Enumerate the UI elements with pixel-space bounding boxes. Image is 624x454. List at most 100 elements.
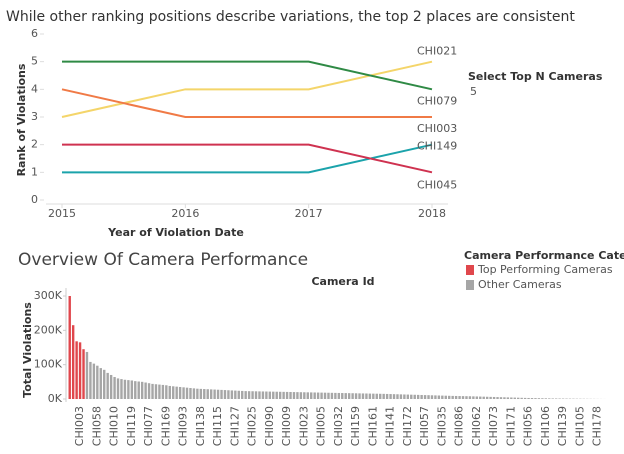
- bar: [147, 383, 151, 399]
- series-label: CHI149: [417, 140, 457, 153]
- bar: [254, 391, 258, 399]
- x-tick-label: CHI086: [453, 406, 466, 446]
- bar: [292, 392, 296, 399]
- y-tick-label: 0K: [48, 392, 63, 405]
- filter-value[interactable]: 5: [470, 85, 477, 98]
- bar: [475, 396, 479, 399]
- bar: [120, 379, 123, 399]
- y-tick-label: 200K: [34, 323, 63, 336]
- bar: [399, 394, 403, 399]
- bar: [130, 380, 134, 399]
- bar: [175, 386, 178, 399]
- bar: [510, 397, 513, 399]
- bar: [472, 396, 475, 399]
- bar: [161, 384, 165, 399]
- bar: [134, 381, 137, 399]
- x-tick-label: CHI127: [228, 406, 241, 446]
- bar: [289, 391, 292, 399]
- x-tick-label: CHI139: [556, 406, 569, 446]
- bar: [306, 392, 309, 399]
- bar: [358, 393, 361, 399]
- bar: [337, 392, 341, 399]
- bar: [465, 396, 468, 399]
- bar: [506, 397, 510, 399]
- bar: [365, 393, 368, 399]
- bar: [527, 397, 530, 399]
- bar: [327, 392, 330, 399]
- legend-title: Camera Performance Category: [464, 249, 624, 262]
- x-tick-label: 2015: [48, 207, 76, 220]
- bar: [541, 398, 544, 399]
- bar: [203, 389, 206, 399]
- x-tick-label: CHI003: [73, 406, 86, 446]
- legend-label: Other Cameras: [478, 278, 562, 291]
- x-tick-label: CHI171: [504, 406, 517, 446]
- line-series: [61, 60, 433, 118]
- x-tick-label: CHI056: [522, 406, 535, 446]
- bar: [165, 385, 168, 399]
- bar: [216, 389, 220, 399]
- bar: [296, 392, 299, 399]
- bar: [316, 392, 320, 399]
- bar: [75, 341, 78, 399]
- bar: [523, 397, 527, 399]
- bar: [544, 398, 548, 399]
- bar: [454, 395, 458, 399]
- bar: [244, 391, 247, 399]
- bar: [341, 393, 344, 399]
- bar: [113, 377, 116, 399]
- bar: [282, 391, 285, 399]
- x-tick-label: CHI057: [418, 406, 431, 446]
- bar: [375, 393, 378, 399]
- bar: [323, 392, 327, 399]
- x-tick-label: CHI005: [315, 406, 328, 446]
- bar: [158, 384, 161, 399]
- bar: [265, 391, 268, 399]
- bar: [116, 378, 120, 399]
- bar: [313, 392, 316, 399]
- y-tick-label: 5: [31, 55, 38, 68]
- x-tick-label: CHI062: [470, 406, 483, 446]
- bar: [479, 396, 482, 399]
- bar: [199, 388, 203, 399]
- y-axis-title: Total Violations: [21, 302, 34, 398]
- bar: [389, 394, 392, 399]
- x-tick-label: CHI141: [384, 406, 397, 446]
- bar: [261, 391, 265, 399]
- bar: [241, 390, 244, 399]
- bar: [137, 381, 140, 399]
- bar: [344, 393, 347, 399]
- bar: [237, 390, 240, 399]
- bar: [223, 390, 227, 399]
- series-label: CHI021: [417, 45, 457, 58]
- bar: [278, 391, 282, 399]
- bar: [434, 395, 437, 399]
- bar: [189, 388, 192, 399]
- bar: [410, 394, 413, 399]
- bar: [451, 395, 454, 399]
- bar: [441, 395, 444, 399]
- bar: [444, 395, 447, 399]
- bar: [78, 342, 82, 399]
- bar: [168, 385, 171, 399]
- bar: [151, 383, 154, 399]
- bar: [361, 393, 365, 399]
- x-tick-label: CHI178: [591, 406, 604, 446]
- bar: [537, 398, 541, 399]
- y-tick-label: 2: [31, 138, 38, 151]
- y-tick-label: 300K: [34, 289, 63, 302]
- filter-label: Select Top N Cameras: [468, 70, 603, 83]
- x-tick-label: CHI073: [487, 406, 500, 446]
- bar: [534, 398, 537, 399]
- bar: [272, 391, 275, 399]
- x-tick-label: CHI010: [108, 406, 121, 446]
- legend-swatch: [466, 265, 474, 275]
- line-chart-title: While other ranking positions describe v…: [6, 9, 575, 25]
- bar: [413, 394, 416, 399]
- series-label: CHI003: [417, 122, 457, 135]
- x-tick-label: 2018: [418, 207, 446, 220]
- bar: [368, 393, 372, 399]
- x-tick-label: CHI119: [125, 406, 138, 446]
- bar: [247, 391, 251, 399]
- x-tick-label: 2017: [295, 207, 323, 220]
